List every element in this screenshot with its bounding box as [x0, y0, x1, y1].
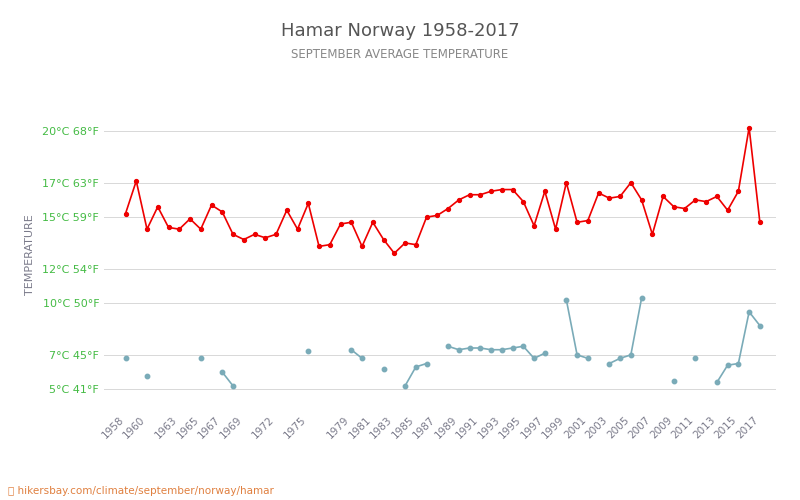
Text: SEPTEMBER AVERAGE TEMPERATURE: SEPTEMBER AVERAGE TEMPERATURE — [291, 48, 509, 60]
Y-axis label: TEMPERATURE: TEMPERATURE — [26, 214, 35, 296]
Legend: NIGHT, DAY: NIGHT, DAY — [350, 498, 530, 500]
Text: Hamar Norway 1958-2017: Hamar Norway 1958-2017 — [281, 22, 519, 40]
Text: 📍 hikersbay.com/climate/september/norway/hamar: 📍 hikersbay.com/climate/september/norway… — [8, 486, 274, 496]
